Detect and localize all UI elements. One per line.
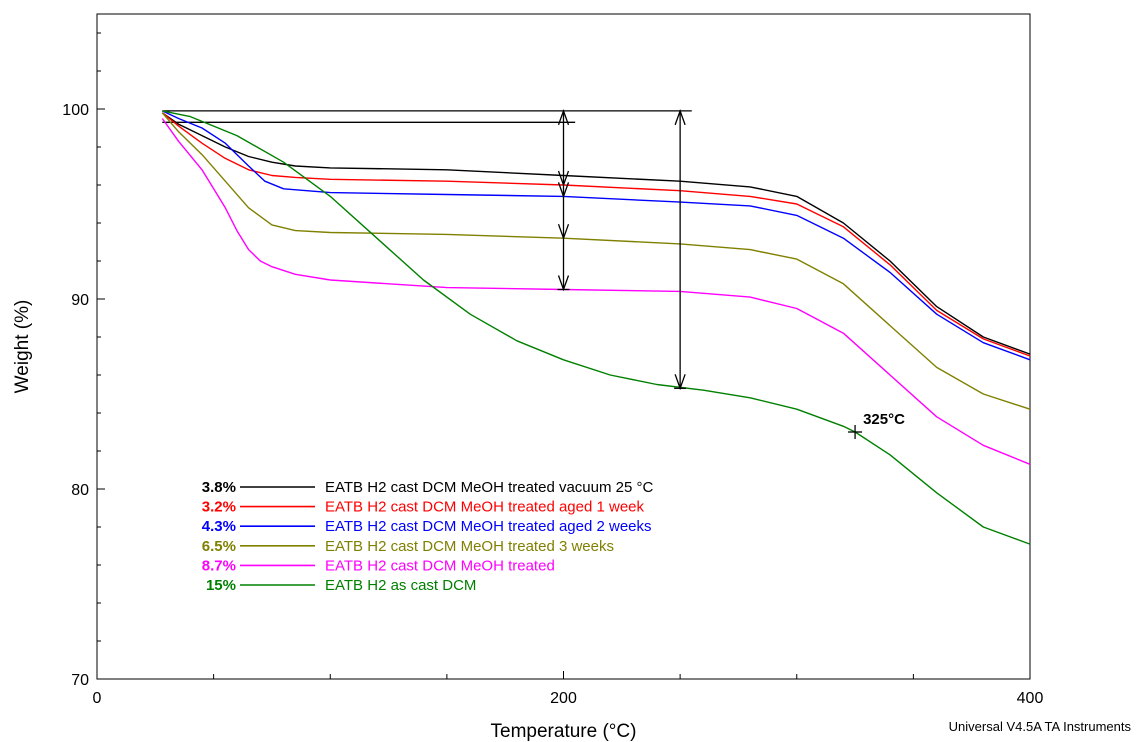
legend-loss-label: 15% bbox=[206, 577, 236, 594]
axis-labels: Temperature (°C) Weight (%) bbox=[12, 300, 636, 742]
legend-loss-label: 3.8% bbox=[202, 479, 236, 496]
series-line-1 bbox=[161, 112, 1031, 355]
x-tick-label: 200 bbox=[550, 690, 577, 707]
legend-series-name: EATB H2 cast DCM MeOH treated aged 1 wee… bbox=[325, 499, 645, 516]
measurement-arrow-head-mid bbox=[557, 170, 570, 187]
series-line-3 bbox=[162, 110, 1031, 361]
x-tick-label: 0 bbox=[93, 690, 102, 707]
x-tick-label: 400 bbox=[1017, 690, 1044, 707]
instrument-credit: Universal V4.5A TA Instruments bbox=[948, 719, 1131, 734]
y-tick-label: 100 bbox=[62, 102, 89, 119]
annotations: 325°C bbox=[848, 411, 905, 439]
y-axis-label: Weight (%) bbox=[12, 300, 33, 394]
series-lines bbox=[161, 110, 1031, 545]
legend-loss-label: 3.2% bbox=[202, 499, 236, 516]
legend-series-name: EATB H2 cast DCM MeOH treated aged 2 wee… bbox=[325, 518, 652, 535]
legend-loss-label: 8.7% bbox=[202, 557, 236, 574]
legend-series-name: EATB H2 as cast DCM bbox=[325, 577, 476, 594]
legend: 3.8% EATB H2 cast DCM MeOH treated vacuum… bbox=[202, 479, 654, 594]
legend-loss-label: 6.5% bbox=[202, 538, 236, 555]
measurement-arrow-head-mid bbox=[557, 182, 570, 199]
axes: 0 200 400 70 80 90 100 bbox=[62, 13, 1044, 707]
point-marker-label: 325°C bbox=[863, 411, 905, 428]
series-line-6 bbox=[162, 110, 1031, 545]
legend-series-name: EATB H2 cast DCM MeOH treated vacuum 25 … bbox=[325, 479, 653, 496]
legend-series-name: EATB H2 cast DCM MeOH treated bbox=[325, 557, 555, 574]
measurement-arrow-head-mid bbox=[557, 223, 570, 241]
series-line-5 bbox=[161, 118, 1031, 465]
reference-lines bbox=[162, 110, 692, 123]
x-axis-label: Temperature (°C) bbox=[491, 721, 637, 742]
measurement-arrow-head-top bbox=[557, 108, 570, 126]
measurement-arrow-head-top bbox=[674, 108, 686, 126]
series-line-4 bbox=[161, 112, 1031, 410]
measurement-arrows bbox=[557, 108, 687, 391]
y-tick-label: 80 bbox=[71, 482, 89, 499]
y-tick-label: 90 bbox=[71, 292, 89, 309]
legend-series-name: EATB H2 cast DCM MeOH treated 3 weeks bbox=[325, 538, 614, 555]
y-tick-label: 70 bbox=[71, 672, 89, 689]
series-line-2 bbox=[161, 112, 1031, 357]
legend-loss-label: 4.3% bbox=[202, 518, 236, 535]
